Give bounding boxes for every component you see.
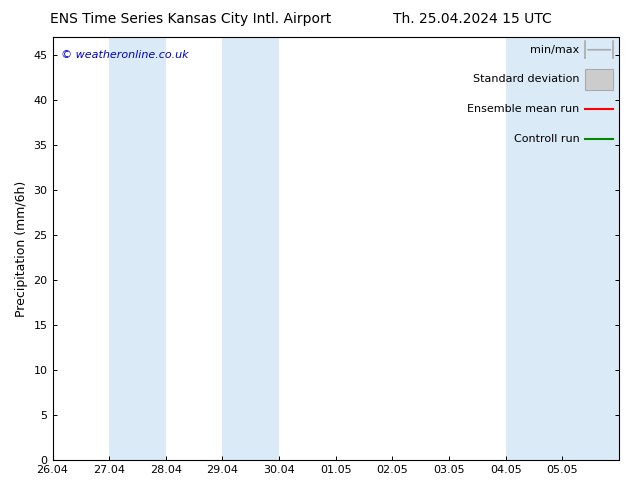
Text: © weatheronline.co.uk: © weatheronline.co.uk [61, 50, 189, 60]
Bar [223, 37, 279, 460]
Text: Controll run: Controll run [514, 134, 579, 144]
Text: ENS Time Series Kansas City Intl. Airport: ENS Time Series Kansas City Intl. Airpor… [49, 12, 331, 26]
Bar [562, 37, 619, 460]
Bar [506, 37, 562, 460]
Y-axis label: Precipitation (mm/6h): Precipitation (mm/6h) [15, 180, 28, 317]
Text: Standard deviation: Standard deviation [473, 74, 579, 84]
Bar [109, 37, 166, 460]
FancyBboxPatch shape [585, 69, 613, 90]
Text: Ensemble mean run: Ensemble mean run [467, 104, 579, 114]
Text: Th. 25.04.2024 15 UTC: Th. 25.04.2024 15 UTC [393, 12, 552, 26]
Text: min/max: min/max [530, 45, 579, 55]
